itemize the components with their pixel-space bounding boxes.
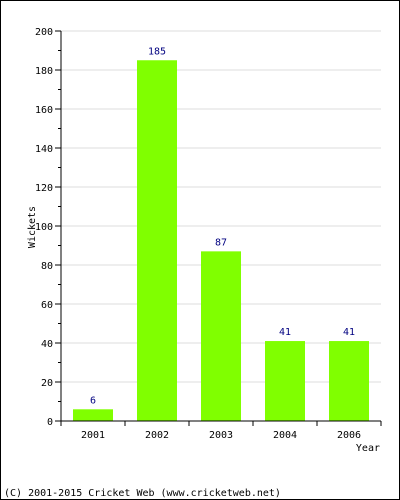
y-tick-label: 180	[35, 66, 53, 77]
y-tick-label: 60	[41, 300, 53, 311]
bars	[73, 60, 369, 421]
y-tick-label: 120	[35, 183, 53, 194]
x-tick-label: 2006	[337, 430, 361, 441]
y-tick-label: 40	[41, 339, 53, 350]
bar	[329, 341, 369, 421]
bar	[73, 409, 113, 421]
grid-lines	[61, 30, 381, 383]
y-tick-label: 140	[35, 144, 53, 155]
y-tick-label: 20	[41, 378, 53, 389]
x-tick-label: 2002	[145, 430, 169, 441]
bar	[137, 60, 177, 421]
x-tick-labels: 2001 2002 2003 2004 2006	[60, 421, 382, 441]
x-tick-label: 2001	[81, 430, 105, 441]
bar-value-label: 6	[90, 395, 96, 406]
bar-value-label: 41	[343, 327, 355, 338]
bar-value-label: 87	[215, 237, 227, 248]
x-tick-label: 2003	[209, 430, 233, 441]
y-tick-label: 200	[35, 27, 53, 38]
copyright-text: (C) 2001-2015 Cricket Web (www.cricketwe…	[4, 488, 281, 499]
data-labels: 6 185 87 41 41	[90, 46, 355, 406]
y-tick-label: 100	[35, 222, 53, 233]
bar	[265, 341, 305, 421]
y-tick-label: 80	[41, 261, 53, 272]
bar-value-label: 185	[148, 46, 166, 57]
bar	[201, 251, 241, 421]
x-axis-label: Year	[356, 443, 380, 454]
y-tick-label: 160	[35, 105, 53, 116]
y-axis-label: Wickets	[27, 206, 38, 248]
bar-value-label: 41	[279, 327, 291, 338]
y-tick-labels: 0 20 40 60 80 100 120 140 160 180 200	[35, 27, 61, 428]
x-tick-label: 2004	[273, 430, 297, 441]
y-tick-label: 0	[47, 417, 53, 428]
